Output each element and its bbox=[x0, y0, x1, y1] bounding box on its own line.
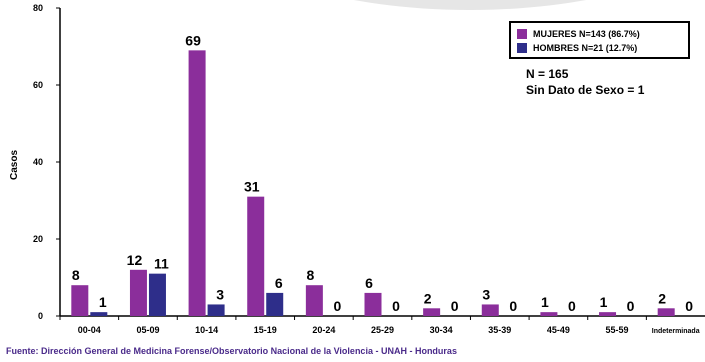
x-tick-labels: 00-04 05-09 10-14 15-19 20-24 25-29 30-34 35-39… bbox=[78, 325, 700, 335]
x-tick-label: Indeterminada bbox=[652, 328, 700, 335]
x-tick-label: 25-29 bbox=[371, 325, 394, 335]
y-axis-label: Casos bbox=[9, 150, 20, 180]
x-tick-label: 15-19 bbox=[254, 325, 277, 335]
y-tick-label: 20 bbox=[33, 234, 43, 244]
legend-label-hombres: HOMBRES N=21 (12.7%) bbox=[533, 43, 638, 53]
bar-hombres bbox=[90, 312, 108, 316]
bar-mujeres bbox=[71, 285, 89, 316]
bar-hombres bbox=[148, 273, 166, 316]
data-label-hombres: 6 bbox=[275, 275, 283, 291]
bar-mujeres bbox=[599, 312, 617, 316]
bar-mujeres bbox=[423, 308, 441, 316]
bar-mujeres bbox=[364, 292, 382, 316]
legend: MUJERES N=143 (86.7%) HOMBRES N=21 (12.7… bbox=[509, 21, 690, 59]
chart-annotation: N = 165 Sin Dato de Sexo = 1 bbox=[526, 66, 644, 98]
data-label-hombres: 0 bbox=[627, 298, 635, 314]
axes bbox=[56, 7, 705, 320]
data-label-mujeres: 8 bbox=[72, 267, 80, 283]
x-tick-label: 00-04 bbox=[78, 325, 101, 335]
bar-mujeres bbox=[129, 269, 147, 316]
legend-item-mujeres: MUJERES N=143 (86.7%) bbox=[517, 27, 682, 41]
annotation-missing-sex: Sin Dato de Sexo = 1 bbox=[526, 83, 645, 97]
data-label-hombres: 0 bbox=[392, 298, 400, 314]
bar-mujeres bbox=[188, 50, 206, 316]
y-tick-label: 60 bbox=[33, 80, 43, 90]
data-label-mujeres: 6 bbox=[365, 275, 373, 291]
y-tick-label: 80 bbox=[33, 3, 43, 13]
data-label-mujeres: 69 bbox=[185, 32, 201, 48]
bar-mujeres bbox=[481, 304, 499, 316]
data-label-mujeres: 1 bbox=[600, 294, 608, 310]
x-tick-label: 05-09 bbox=[136, 325, 159, 335]
data-label-mujeres: 8 bbox=[306, 267, 314, 283]
data-label-hombres: 0 bbox=[568, 298, 576, 314]
data-labels: 8 1 12 11 69 3 31 6 8 0 6 0 2 0 3 0 1 0 1 0 2 0 bbox=[72, 32, 693, 314]
y-tick-label: 0 bbox=[38, 311, 43, 321]
bars bbox=[71, 50, 675, 316]
bar-hombres bbox=[207, 304, 225, 316]
data-label-hombres: 0 bbox=[685, 298, 693, 314]
data-label-mujeres: 1 bbox=[541, 294, 549, 310]
data-label-mujeres: 12 bbox=[127, 252, 143, 268]
y-tick-label: 40 bbox=[33, 157, 43, 167]
x-tick-label: 45-49 bbox=[547, 325, 570, 335]
data-label-hombres: 1 bbox=[99, 294, 107, 310]
data-label-hombres: 0 bbox=[509, 298, 517, 314]
x-tick-label: 10-14 bbox=[195, 325, 218, 335]
bar-mujeres bbox=[657, 308, 675, 316]
data-label-mujeres: 2 bbox=[658, 290, 666, 306]
data-label-mujeres: 2 bbox=[424, 290, 432, 306]
x-tick-label: 55-59 bbox=[606, 325, 629, 335]
source-note: Fuente: Dirección General de Medicina Fo… bbox=[6, 346, 457, 356]
legend-swatch-mujeres bbox=[517, 29, 527, 39]
x-tick-label: 20-24 bbox=[312, 325, 335, 335]
data-label-mujeres: 31 bbox=[244, 179, 260, 195]
data-label-hombres: 0 bbox=[333, 298, 341, 314]
legend-swatch-hombres bbox=[517, 43, 527, 53]
data-label-hombres: 11 bbox=[154, 256, 169, 272]
x-tick-label: 35-39 bbox=[488, 325, 511, 335]
bar-mujeres bbox=[305, 285, 323, 316]
annotation-total: N = 165 bbox=[526, 67, 569, 81]
y-tick-labels: 0 20 40 60 80 bbox=[33, 3, 43, 321]
data-label-mujeres: 3 bbox=[482, 286, 490, 302]
data-label-hombres: 3 bbox=[216, 286, 224, 302]
bar-hombres bbox=[266, 292, 284, 316]
bar-mujeres bbox=[247, 196, 265, 316]
x-tick-label: 30-34 bbox=[430, 325, 453, 335]
legend-item-hombres: HOMBRES N=21 (12.7%) bbox=[517, 41, 682, 55]
background-swoosh bbox=[353, 0, 587, 10]
data-label-hombres: 0 bbox=[451, 298, 459, 314]
bar-mujeres bbox=[540, 312, 558, 316]
legend-label-mujeres: MUJERES N=143 (86.7%) bbox=[533, 29, 640, 39]
